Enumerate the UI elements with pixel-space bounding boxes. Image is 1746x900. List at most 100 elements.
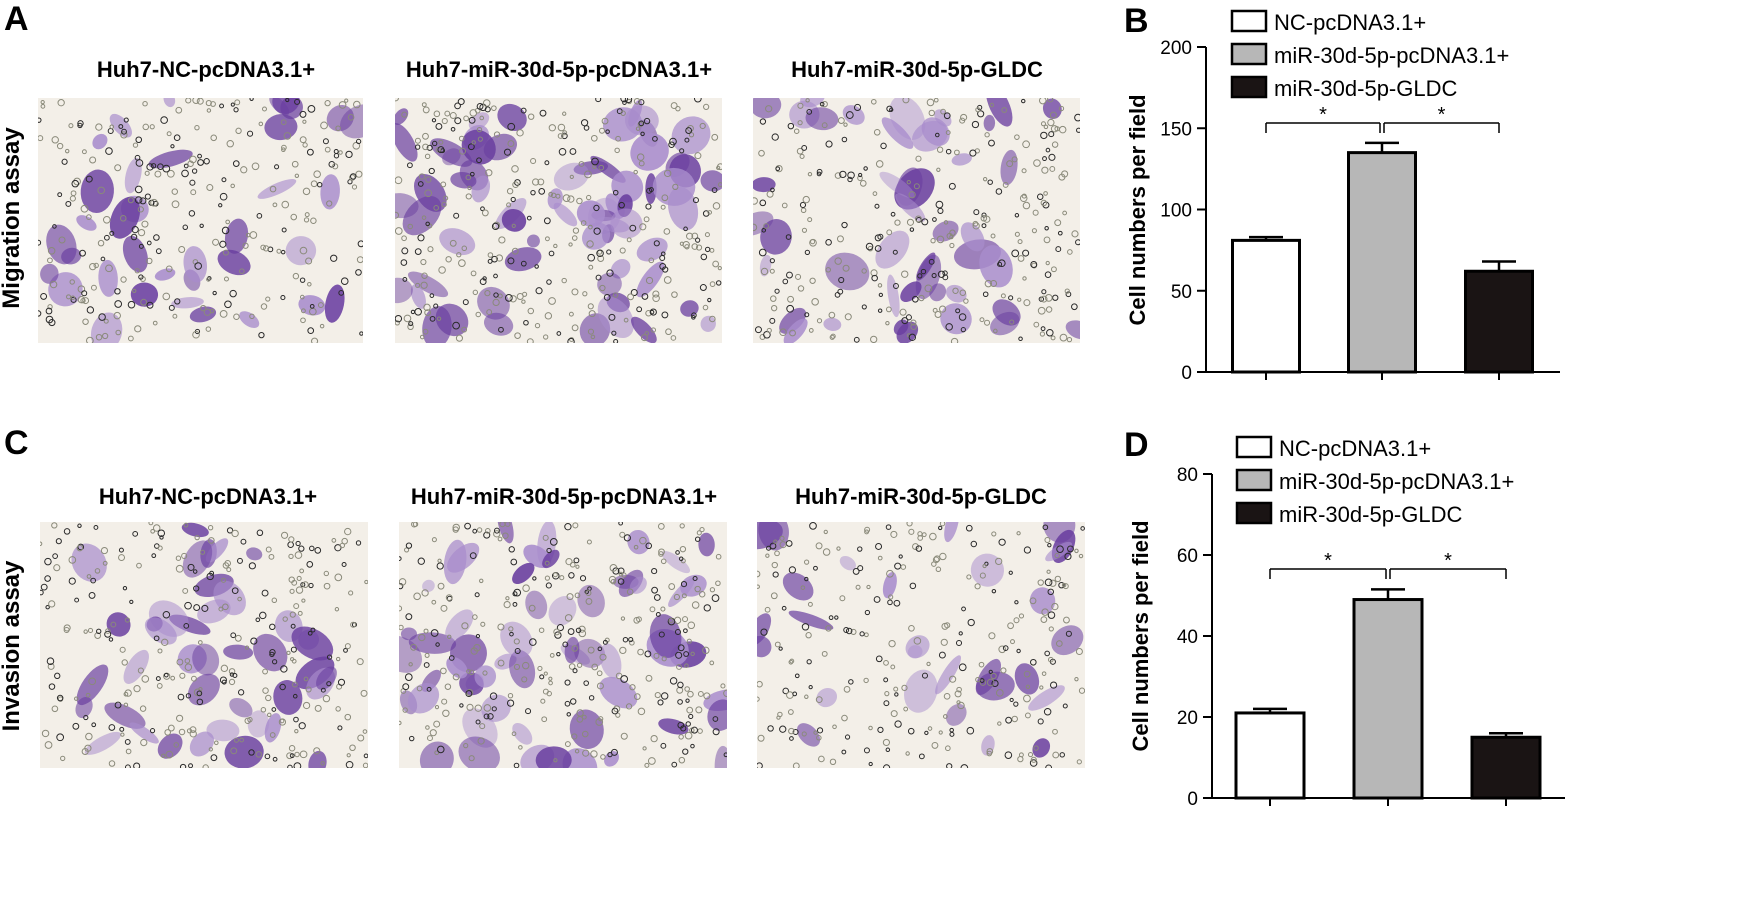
membrane-pore <box>874 245 882 252</box>
membrane-pore <box>578 629 587 638</box>
membrane-pore <box>841 714 848 722</box>
membrane-pore <box>281 227 287 233</box>
membrane-pore <box>623 534 631 542</box>
membrane-pore <box>509 295 517 303</box>
membrane-pore <box>461 622 469 630</box>
membrane-pore <box>110 621 117 628</box>
membrane-pore <box>870 98 877 105</box>
membrane-pore <box>778 646 783 651</box>
membrane-pore <box>184 658 191 664</box>
membrane-pore <box>306 148 314 156</box>
membrane-pore <box>395 227 403 235</box>
membrane-pore <box>74 696 79 701</box>
membrane-pore <box>68 123 74 129</box>
membrane-pore <box>433 720 441 728</box>
membrane-pore <box>487 258 493 264</box>
membrane-pore <box>181 552 188 559</box>
membrane-pore <box>582 749 590 757</box>
membrane-pore <box>286 650 291 656</box>
membrane-pore <box>681 593 687 599</box>
membrane-pore <box>355 269 362 276</box>
membrane-pore <box>684 663 689 668</box>
membrane-pore <box>141 675 150 683</box>
membrane-pore <box>530 157 537 165</box>
membrane-pore <box>70 295 76 301</box>
membrane-pore <box>782 278 789 285</box>
membrane-pore <box>975 107 981 113</box>
stained-cell <box>986 98 1013 127</box>
membrane-pore <box>624 98 633 104</box>
membrane-pore <box>852 567 860 575</box>
membrane-pore <box>549 538 558 546</box>
membrane-pore <box>166 169 175 178</box>
membrane-pore <box>857 175 863 181</box>
membrane-pore <box>859 631 865 637</box>
membrane-pore <box>561 132 568 140</box>
membrane-pore <box>1037 579 1044 586</box>
membrane-pore <box>571 324 579 332</box>
membrane-pore <box>620 616 626 621</box>
membrane-pore <box>618 522 623 526</box>
membrane-pore <box>399 605 403 612</box>
membrane-pore <box>422 143 429 151</box>
membrane-pore <box>470 270 477 277</box>
membrane-pore <box>955 639 963 647</box>
membrane-pore <box>353 100 361 109</box>
membrane-pore <box>81 290 88 297</box>
membrane-pore <box>905 314 912 321</box>
membrane-pore <box>685 721 691 727</box>
membrane-pore <box>466 703 474 711</box>
stained-cell <box>921 117 950 146</box>
membrane-pore <box>430 629 439 637</box>
membrane-pore <box>345 150 353 159</box>
membrane-pore <box>960 764 969 768</box>
membrane-pore <box>344 98 349 103</box>
membrane-pore <box>1071 303 1078 311</box>
membrane-pore <box>157 529 166 537</box>
membrane-pore <box>553 758 558 763</box>
membrane-pore <box>853 103 862 112</box>
membrane-pore <box>51 136 59 144</box>
membrane-pore <box>63 624 71 632</box>
membrane-pore <box>763 223 769 229</box>
membrane-pore <box>843 627 850 633</box>
membrane-pore <box>910 319 917 326</box>
membrane-pore <box>289 588 295 594</box>
membrane-pore <box>237 689 245 696</box>
membrane-pore <box>248 749 255 756</box>
membrane-pore <box>1039 331 1046 337</box>
membrane-pore <box>1047 118 1055 127</box>
membrane-pore <box>883 700 890 707</box>
membrane-pore <box>769 542 777 550</box>
stained-cell <box>90 312 123 343</box>
membrane-pore <box>917 273 923 279</box>
membrane-pore <box>445 256 452 263</box>
stained-cell <box>671 116 711 155</box>
membrane-pore <box>579 575 587 582</box>
membrane-pore <box>119 646 126 653</box>
membrane-pore <box>650 734 658 743</box>
membrane-pore <box>787 122 795 130</box>
membrane-pore <box>302 142 308 148</box>
membrane-pore <box>658 551 664 557</box>
membrane-pore <box>290 623 296 629</box>
membrane-pore <box>125 748 132 755</box>
membrane-pore <box>801 623 810 631</box>
membrane-pore <box>920 268 927 275</box>
membrane-pore <box>191 168 198 174</box>
membrane-pore <box>754 326 762 334</box>
membrane-pore <box>936 235 945 244</box>
membrane-pore <box>222 562 230 569</box>
membrane-pore <box>310 217 317 225</box>
membrane-pore <box>619 531 626 538</box>
membrane-pore <box>56 733 65 742</box>
membrane-pore <box>433 205 439 211</box>
membrane-pore <box>474 704 482 712</box>
membrane-pore <box>558 147 567 156</box>
membrane-pore <box>175 106 183 114</box>
membrane-pore <box>479 578 484 584</box>
membrane-pore <box>233 107 239 113</box>
bar-1 <box>1231 238 1301 374</box>
membrane-pore <box>47 663 55 670</box>
stained-cell <box>611 170 644 203</box>
